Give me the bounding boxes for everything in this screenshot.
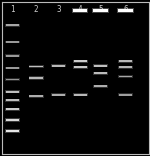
Bar [119,76,132,77]
Text: 2: 2 [34,5,38,14]
Bar [28,76,44,80]
Bar [73,60,88,63]
Bar [5,90,20,93]
Bar [52,65,65,67]
Text: 3: 3 [57,5,61,14]
Bar [29,66,43,67]
Bar [6,129,19,132]
Bar [28,65,44,68]
Bar [117,8,134,13]
Bar [6,79,19,80]
Bar [29,77,43,79]
Bar [5,24,20,27]
Bar [52,94,65,96]
Bar [118,60,133,63]
Bar [119,60,132,62]
Bar [6,24,19,26]
Bar [6,41,19,43]
Bar [94,65,107,67]
Bar [5,129,20,133]
Bar [29,95,43,97]
Bar [118,66,133,69]
Bar [73,66,88,69]
Bar [93,8,109,13]
Bar [74,94,87,96]
Bar [6,67,19,69]
Bar [94,73,107,74]
Bar [5,78,20,81]
Bar [6,108,19,110]
Bar [73,9,87,12]
Bar [118,93,133,96]
Bar [119,66,132,68]
Bar [51,93,66,96]
Bar [93,9,108,12]
Bar [6,99,19,101]
Bar [6,55,19,57]
Bar [51,64,66,67]
Bar [93,64,108,67]
Text: 6: 6 [123,5,128,14]
Bar [28,95,44,98]
Bar [93,85,108,88]
Bar [118,9,133,12]
Bar [6,91,19,93]
Bar [5,99,20,102]
Bar [73,93,88,96]
Text: 5: 5 [98,5,103,14]
Bar [5,67,20,69]
Bar [6,119,19,121]
Bar [74,60,87,62]
Bar [5,41,20,44]
Bar [72,8,88,13]
Text: 4: 4 [78,5,83,14]
Bar [5,118,20,122]
Bar [119,94,132,96]
Bar [93,72,108,75]
Bar [74,66,87,68]
Bar [5,108,20,111]
Bar [118,75,133,78]
Bar [94,85,107,87]
Text: 1: 1 [10,5,15,14]
Bar [5,54,20,57]
